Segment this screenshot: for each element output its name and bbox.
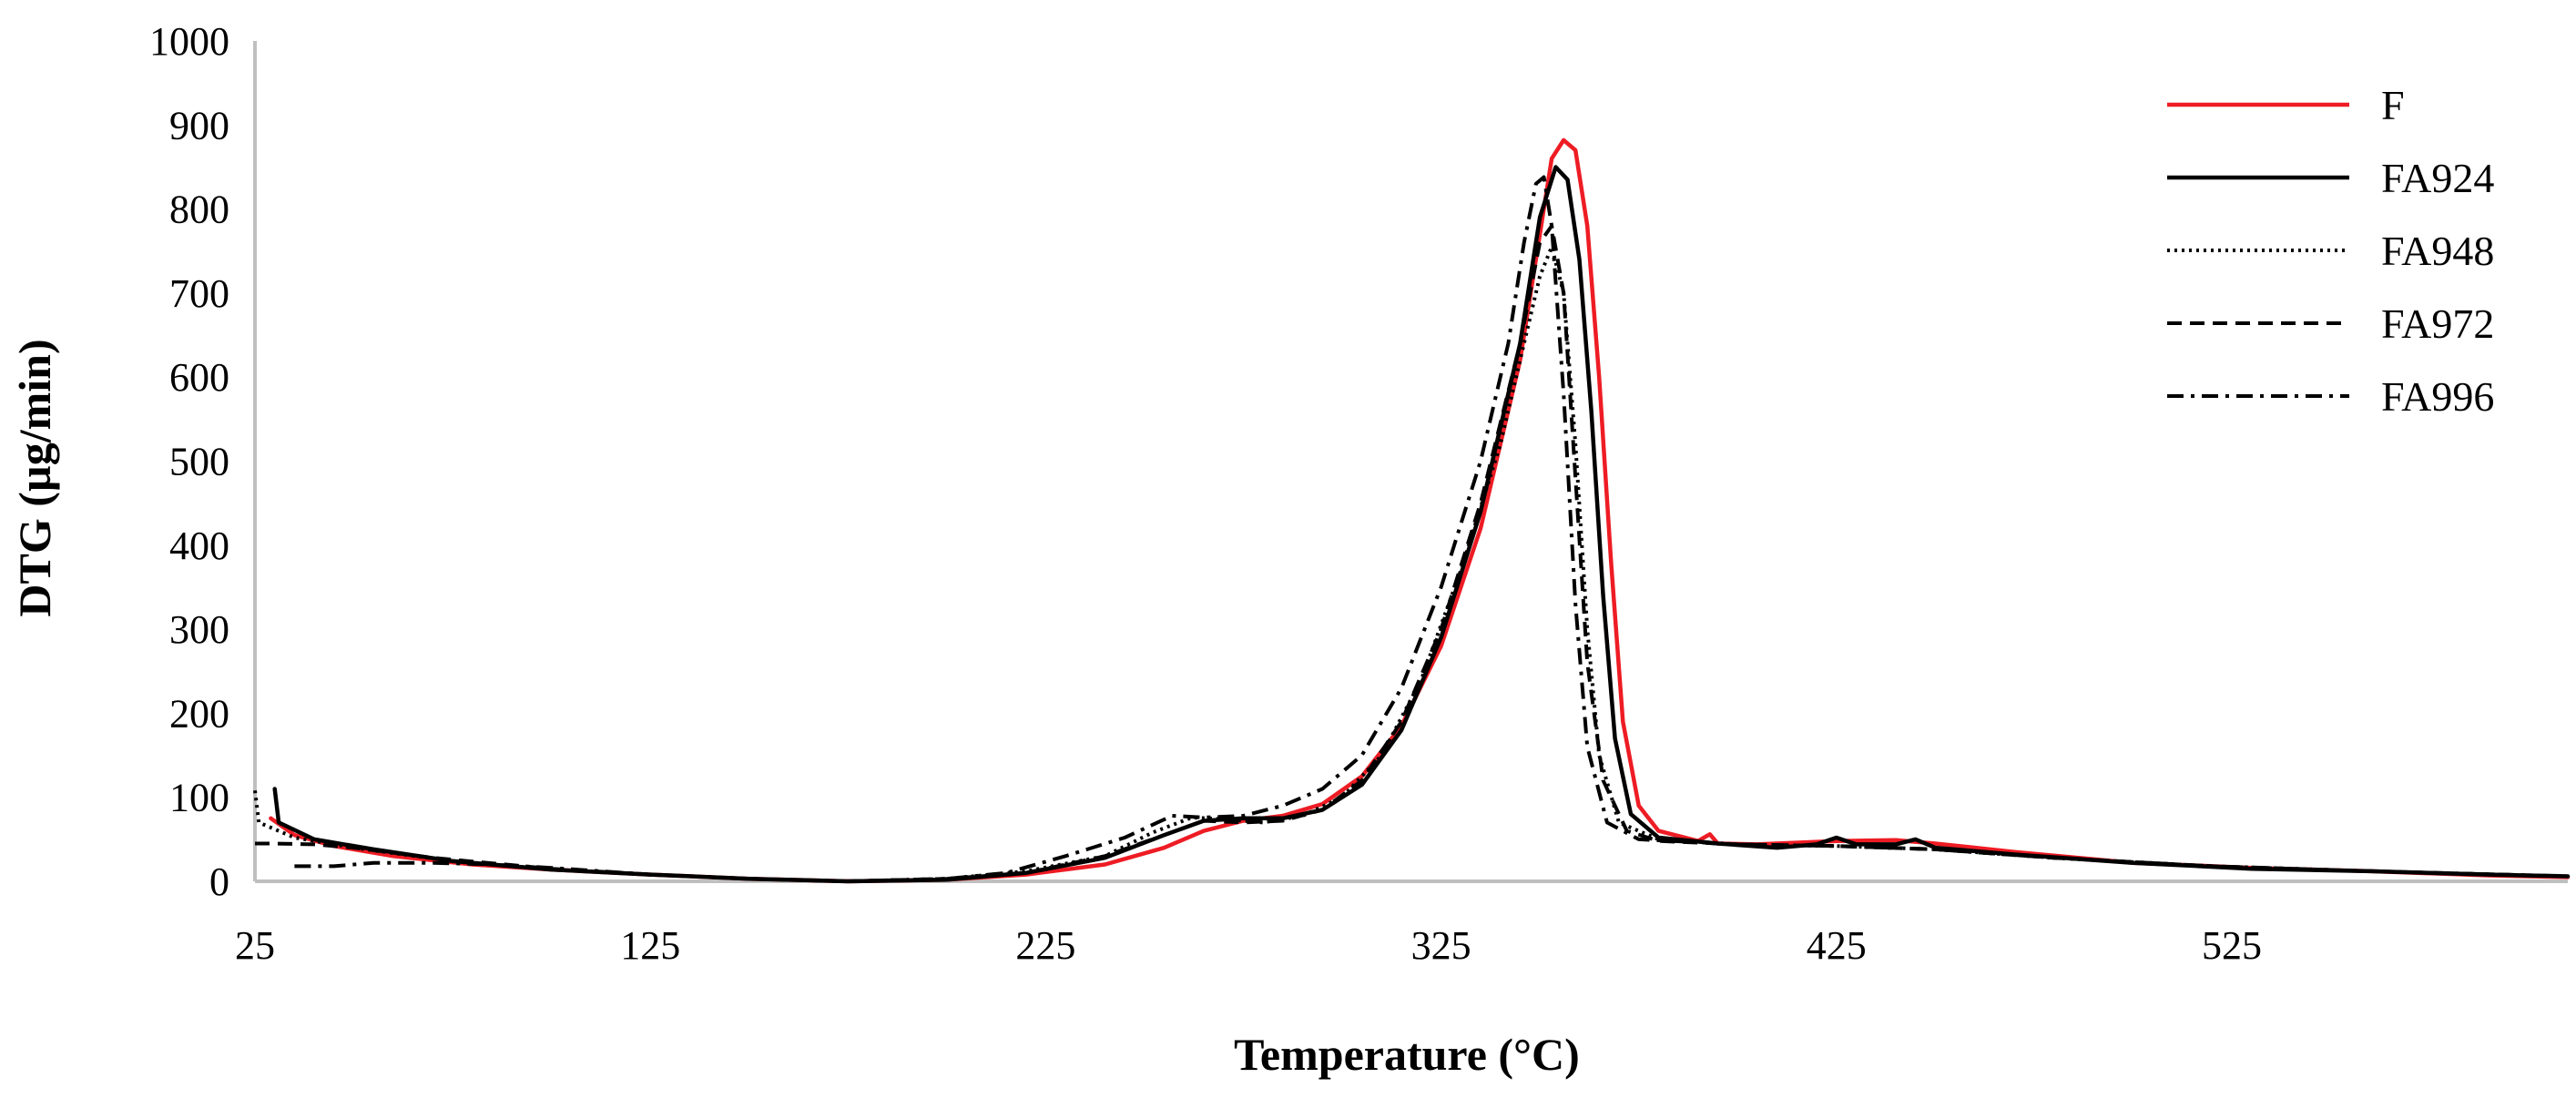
axes-layer — [253, 41, 2568, 883]
y-tick-label: 0 — [209, 859, 229, 904]
y-tick-label: 700 — [169, 271, 229, 316]
x-tick-label: 525 — [2202, 923, 2262, 968]
legend-label-f: F — [2381, 82, 2405, 128]
legend-label-fa948: FA948 — [2381, 228, 2494, 274]
x-tick-label: 225 — [1015, 923, 1075, 968]
y-tick-label: 500 — [169, 440, 229, 484]
y-tick-label: 200 — [169, 691, 229, 736]
y-tick-label: 900 — [169, 103, 229, 147]
legend-label-fa996: FA996 — [2381, 373, 2494, 420]
legend-label-fa972: FA972 — [2381, 300, 2494, 347]
y-tick-label: 600 — [169, 355, 229, 400]
legend: F FA924 FA948 FA972 FA996 — [2167, 82, 2494, 420]
x-axis-title: Temperature (°C) — [1234, 1029, 1580, 1080]
series-line-fa996 — [294, 175, 2569, 883]
x-tick-label: 25 — [235, 923, 275, 968]
y-tick-label: 300 — [169, 607, 229, 652]
y-tick-label: 400 — [169, 524, 229, 568]
y-tick-label: 1000 — [149, 19, 229, 64]
y-axis-title: DTG (µg/min) — [9, 339, 60, 616]
y-tick-label: 100 — [169, 776, 229, 820]
x-tick-label: 425 — [1807, 923, 1867, 968]
series-layer — [253, 137, 2571, 884]
series-line-fa924 — [272, 165, 2571, 884]
x-tick-label: 325 — [1411, 923, 1471, 968]
series-line-f — [269, 137, 2571, 884]
series-line-fa948 — [253, 245, 2569, 883]
tick-labels-layer: 0 100 200 300 400 500 600 700 800 900 1000 25 125 225… — [149, 19, 2262, 968]
y-tick-label: 800 — [169, 188, 229, 232]
legend-label-fa924: FA924 — [2381, 155, 2494, 201]
x-tick-label: 125 — [620, 923, 680, 968]
